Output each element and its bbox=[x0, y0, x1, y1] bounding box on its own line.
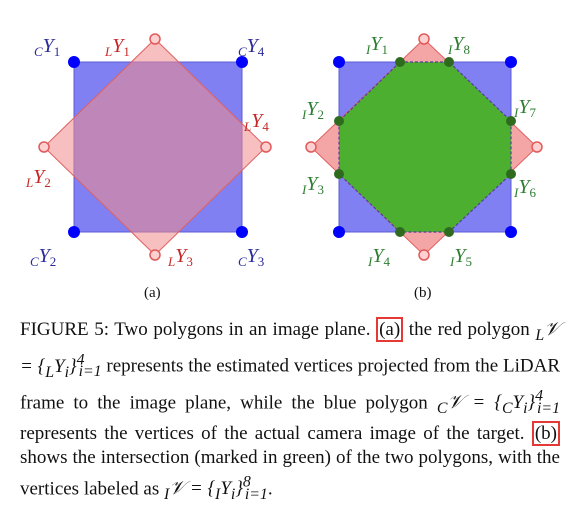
formula-red-polygon: L𝒱 = {LYi}4i=1 bbox=[20, 319, 560, 381]
green-vertex-iy4 bbox=[395, 227, 405, 237]
label-cy4: CY4 bbox=[238, 35, 265, 59]
red-vertex-ly1 bbox=[149, 33, 161, 45]
caption-text-1: Two polygons in an image plane. bbox=[114, 319, 371, 340]
red-vertex-b-bottom bbox=[418, 249, 430, 261]
label-iy3: IY3 bbox=[301, 173, 324, 197]
label-ly4: LY4 bbox=[243, 110, 269, 134]
caption-text-3: represents the estimated vertices projec… bbox=[20, 355, 560, 414]
red-vertex-ly3 bbox=[149, 249, 161, 261]
red-vertex-ly2 bbox=[38, 141, 50, 153]
label-iy8: IY8 bbox=[447, 33, 470, 57]
panel-b: IY1 IY8 IY2 IY7 IY3 IY6 IY4 IY5 (b) bbox=[301, 33, 543, 301]
label-ly2: LY2 bbox=[25, 166, 51, 190]
figure-caption: FIGURE 5: Two polygons in an image plane… bbox=[20, 317, 561, 507]
green-vertex-iy1 bbox=[395, 57, 405, 67]
formula-intersection: I𝒱 = {IYi}8i=1 bbox=[164, 473, 268, 503]
panel-a-label: (a) bbox=[144, 285, 161, 301]
caption-text-5: shows the intersection (marked in green)… bbox=[20, 447, 560, 499]
green-vertex-iy3 bbox=[334, 169, 344, 179]
label-ly3: LY3 bbox=[167, 245, 193, 269]
label-ly1: LY1 bbox=[104, 35, 130, 59]
blue-vertex-cy4 bbox=[236, 56, 248, 68]
blue-vertex-cy3 bbox=[236, 226, 248, 238]
label-iy5: IY5 bbox=[449, 245, 472, 269]
caption-text-2: the red polygon bbox=[408, 319, 530, 340]
green-vertex-iy5 bbox=[444, 227, 454, 237]
label-cy1: CY1 bbox=[34, 35, 60, 59]
label-iy1: IY1 bbox=[365, 33, 388, 57]
green-vertex-iy6 bbox=[506, 169, 516, 179]
caption-text-6: . bbox=[267, 477, 273, 499]
label-iy4: IY4 bbox=[367, 245, 390, 269]
label-cy2: CY2 bbox=[30, 245, 56, 269]
red-vertex-ly4 bbox=[260, 141, 272, 153]
formula-blue-polygon: C𝒱 = {CYi}4i=1 bbox=[436, 387, 561, 418]
label-iy2: IY2 bbox=[301, 98, 324, 122]
ref-panel-b-link[interactable]: (b) bbox=[531, 420, 561, 446]
ref-panel-a-link[interactable]: (a) bbox=[376, 317, 404, 342]
blue-vertex-b-tr bbox=[505, 56, 517, 68]
blue-vertex-b-tl bbox=[333, 56, 345, 68]
panel-a: CY1 LY1 CY4 LY4 LY2 CY2 LY3 CY3 (a) bbox=[25, 33, 272, 301]
blue-vertex-b-br bbox=[505, 226, 517, 238]
label-iy7: IY7 bbox=[513, 96, 536, 120]
caption-text-4: represents the vertices of the actual ca… bbox=[20, 422, 525, 444]
blue-vertex-cy1 bbox=[68, 56, 80, 68]
red-vertex-b-left bbox=[305, 141, 317, 153]
green-vertex-iy2 bbox=[334, 116, 344, 126]
green-vertex-iy7 bbox=[506, 116, 516, 126]
red-vertex-b-top bbox=[418, 33, 430, 45]
panel-b-label: (b) bbox=[414, 285, 432, 301]
label-iy6: IY6 bbox=[513, 176, 536, 200]
blue-vertex-b-bl bbox=[333, 226, 345, 238]
green-vertex-iy8 bbox=[444, 57, 454, 67]
label-cy3: CY3 bbox=[238, 245, 264, 269]
red-vertex-b-right bbox=[531, 141, 543, 153]
figure-label: FIGURE 5: bbox=[20, 319, 109, 340]
blue-vertex-cy2 bbox=[68, 226, 80, 238]
